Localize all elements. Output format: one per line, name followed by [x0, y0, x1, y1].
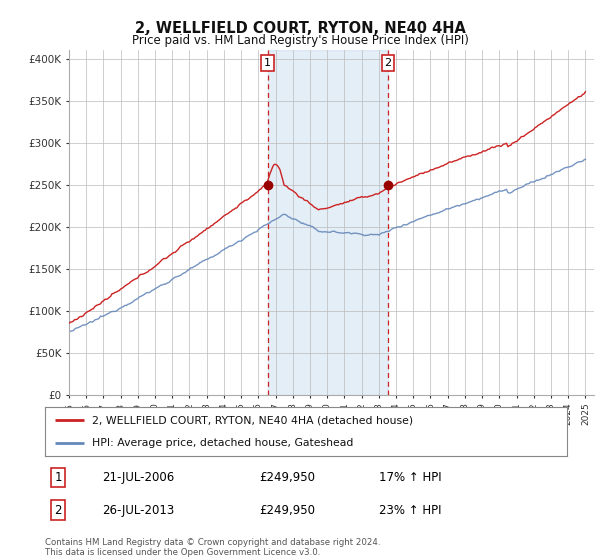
Text: Contains HM Land Registry data © Crown copyright and database right 2024.: Contains HM Land Registry data © Crown c…: [45, 538, 380, 547]
Text: 26-JUL-2013: 26-JUL-2013: [103, 503, 175, 517]
Text: 1: 1: [264, 58, 271, 68]
Text: 2: 2: [54, 503, 62, 517]
Text: 17% ↑ HPI: 17% ↑ HPI: [379, 471, 442, 484]
Text: 2, WELLFIELD COURT, RYTON, NE40 4HA (detached house): 2, WELLFIELD COURT, RYTON, NE40 4HA (det…: [92, 416, 413, 426]
Text: 2, WELLFIELD COURT, RYTON, NE40 4HA: 2, WELLFIELD COURT, RYTON, NE40 4HA: [134, 21, 466, 36]
Text: 23% ↑ HPI: 23% ↑ HPI: [379, 503, 442, 517]
Text: This data is licensed under the Open Government Licence v3.0.: This data is licensed under the Open Gov…: [45, 548, 320, 557]
Text: £249,950: £249,950: [259, 503, 315, 517]
Text: 21-JUL-2006: 21-JUL-2006: [103, 471, 175, 484]
Text: £249,950: £249,950: [259, 471, 315, 484]
Text: 2: 2: [385, 58, 392, 68]
Text: HPI: Average price, detached house, Gateshead: HPI: Average price, detached house, Gate…: [92, 438, 353, 448]
Bar: [268, 50, 388, 395]
Text: Price paid vs. HM Land Registry's House Price Index (HPI): Price paid vs. HM Land Registry's House …: [131, 34, 469, 46]
Text: 1: 1: [54, 471, 62, 484]
